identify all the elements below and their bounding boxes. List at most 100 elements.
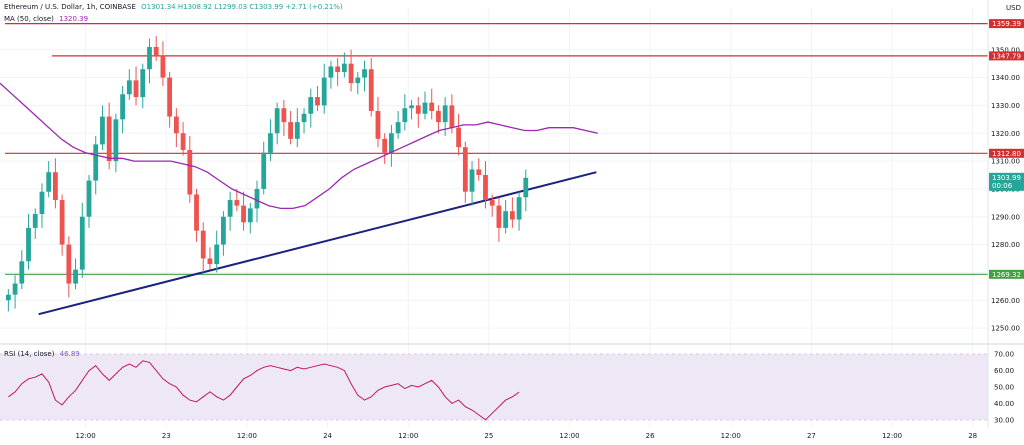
trendline[interactable] (38, 171, 597, 316)
candle-body (462, 147, 468, 192)
candle-body (247, 208, 253, 223)
candle-body (133, 80, 139, 98)
candle-body (5, 294, 11, 301)
candle-body (173, 116, 179, 134)
ma-value: 1320.39 (59, 15, 89, 23)
candle-body (227, 200, 233, 217)
rsi-tick: 60.00 (994, 367, 1014, 375)
candle-body (429, 102, 435, 111)
candle-body (288, 122, 293, 139)
price-tick: 1250.00 (991, 325, 1020, 333)
level-label-r3: 1312.80 (992, 150, 1021, 158)
ohlc-values: O1301.34 H1308.92 L1299.03 C1303.99 +2.7… (141, 3, 343, 11)
candle-body (476, 169, 482, 175)
price-tick: 1280.00 (991, 241, 1020, 249)
time-tick: 24 (323, 432, 332, 440)
candle-body (53, 172, 58, 201)
time-tick: 23 (162, 432, 171, 440)
candle-body (456, 127, 461, 148)
candle-body (469, 169, 475, 192)
time-axis-ticks: 12:00 23 12:00 24 12:00 25 12:00 26 12:00 27 12:00… (76, 432, 978, 440)
candle-countdown: 00:06 (992, 182, 1013, 190)
time-tick: 12:00 (721, 432, 741, 440)
candle-body (489, 200, 495, 206)
candle-body (301, 113, 307, 123)
time-tick: 12:00 (237, 432, 257, 440)
time-tick: 26 (646, 432, 655, 440)
candle-body (120, 94, 125, 120)
last-price-bg (989, 172, 1024, 191)
candle-body (436, 110, 441, 123)
time-tick: 28 (968, 432, 977, 440)
candle-body (321, 77, 327, 106)
price-tick: 1320.00 (991, 130, 1020, 138)
candle-body (516, 197, 522, 220)
rsi-band (0, 354, 988, 420)
candle-body (241, 205, 246, 223)
candle-body (315, 97, 320, 106)
rsi-legend[interactable]: RSI (14, close) 46.89 (4, 350, 83, 358)
candle-body (496, 205, 502, 228)
candle-body (214, 244, 220, 265)
candle-body (274, 108, 280, 134)
candle-body (375, 110, 381, 139)
rsi-tick: 70.00 (994, 351, 1014, 359)
candle-body (362, 69, 367, 78)
rsi-tick: 50.00 (994, 384, 1014, 392)
time-tick: 12:00 (882, 432, 902, 440)
candle-body (509, 211, 515, 220)
level-label-r2-bg (989, 51, 1024, 61)
symbol-name[interactable]: Ethereum / U.S. Dollar, 1h, COINBASE (4, 3, 136, 11)
candle-body (409, 105, 414, 109)
rsi-axis-ticks: 70.00 60.00 50.00 40.00 30.00 (994, 351, 1014, 425)
candle-body (160, 55, 166, 78)
candle-body (106, 116, 112, 162)
candle-body (26, 227, 31, 262)
candle-body (207, 258, 213, 265)
price-tick: 1340.00 (991, 74, 1020, 82)
candle-body (294, 122, 300, 139)
candle-body (200, 230, 206, 259)
candle-body (268, 133, 273, 153)
candle-body (442, 105, 448, 123)
candle-body (368, 69, 374, 111)
candlesticks (5, 35, 529, 312)
time-tick: 25 (484, 432, 493, 440)
candle-body (415, 105, 421, 114)
rsi-line (8, 360, 520, 421)
candle-body (402, 108, 408, 123)
candle-body (449, 105, 455, 128)
price-tick: 1350.00 (991, 46, 1020, 54)
candle-body (523, 177, 529, 198)
candle-body (46, 172, 52, 192)
time-tick: 12:00 (76, 432, 96, 440)
candle-body (194, 194, 199, 231)
candle-body (12, 283, 18, 295)
candle-body (187, 149, 193, 195)
price-tick: 1310.00 (991, 158, 1020, 166)
candle-body (19, 261, 25, 284)
level-label-r1-bg (989, 19, 1024, 29)
currency-label: USD (1006, 4, 1021, 12)
candle-body (153, 46, 159, 56)
horizontal-levels (5, 23, 988, 275)
candle-body (180, 133, 186, 150)
price-tick: 1330.00 (991, 102, 1020, 110)
ma-legend[interactable]: MA (50, close) 1320.39 (4, 15, 91, 23)
candle-body (328, 66, 334, 78)
candle-body (73, 269, 78, 284)
candle-body (126, 80, 132, 95)
candle-body (100, 116, 105, 145)
price-tick: 1290.00 (991, 213, 1020, 221)
candle-body (355, 77, 361, 84)
candle-body (254, 188, 260, 209)
candle-body (308, 97, 314, 114)
candle-body (86, 180, 92, 217)
level-label-r2: 1347.79 (992, 52, 1021, 60)
candle-body (32, 213, 38, 228)
level-label-support: 1269.32 (992, 271, 1021, 279)
symbol-legend: Ethereum / U.S. Dollar, 1h, COINBASE O13… (4, 3, 346, 11)
candle-body (140, 69, 146, 98)
candle-body (147, 46, 152, 70)
